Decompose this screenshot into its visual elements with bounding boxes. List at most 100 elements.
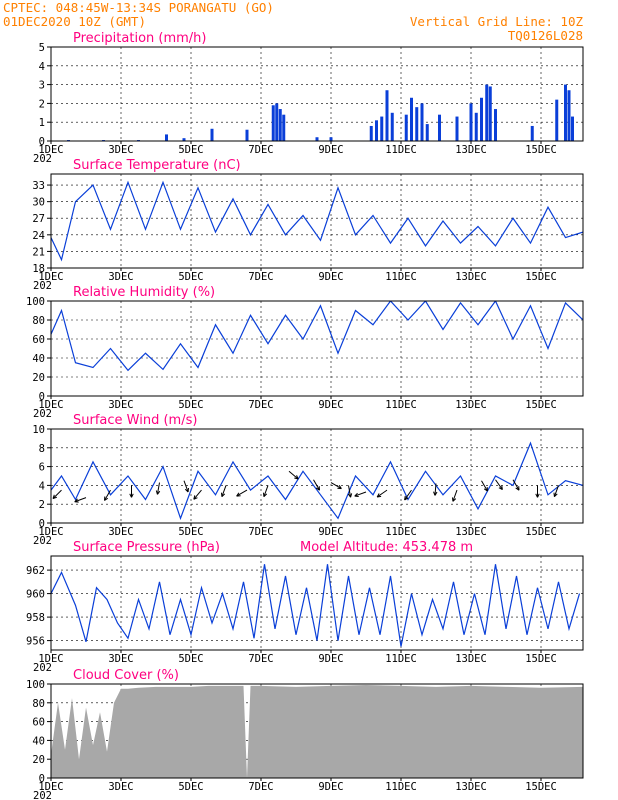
- wind-arrow-shaft: [313, 479, 320, 491]
- pres-title: Surface Pressure (hPa): [73, 540, 220, 555]
- wind-arrow-head: [377, 495, 382, 498]
- precip-bar: [415, 107, 419, 141]
- wind-arrow-head: [433, 491, 436, 496]
- wind-arrow-head: [452, 498, 457, 502]
- precip-bar: [278, 109, 282, 141]
- wind-ytick-label: 6: [39, 462, 45, 474]
- wind-frame: [50, 428, 584, 524]
- wind-xtick-label: 9DEC: [318, 526, 343, 538]
- precip-title: Precipitation (mm/h): [73, 31, 206, 46]
- rh-xtick-label: 1DEC: [38, 399, 63, 411]
- temp-panel: 18 21 24 27 30 33 1DEC 3DEC 5DEC 7DEC 9DEC 11DEC 13D…: [32, 158, 584, 292]
- cloud-ytick-label: 60: [32, 717, 45, 729]
- cloud-ytick-label: 20: [32, 754, 45, 766]
- precip-bar: [567, 90, 571, 141]
- rh-ytick-label: 40: [32, 353, 45, 365]
- precip-bar: [245, 129, 249, 141]
- pres-frame: [50, 555, 584, 651]
- precip-bar: [385, 90, 389, 141]
- precip-ytick-label: 3: [39, 80, 45, 92]
- header-model: TQ0126L028: [508, 28, 583, 43]
- precip-frame: [50, 46, 584, 142]
- precip-bar: [404, 114, 408, 141]
- cloud-ytick-label: 40: [32, 735, 45, 747]
- cloud-xtick-label: 11DEC: [385, 781, 417, 793]
- rh-year-label: 202: [33, 408, 52, 420]
- cloud-xtick-label: 13DEC: [455, 781, 487, 793]
- temp-frame: [50, 173, 584, 269]
- wind-arrow-shaft: [481, 480, 488, 492]
- precip-ytick-label: 0: [39, 136, 45, 148]
- wind-arrow-shaft: [376, 489, 388, 498]
- rh-ytick-label: 0: [39, 391, 45, 403]
- wind-arrow-head: [131, 493, 134, 498]
- precip-xtick-label: 13DEC: [455, 144, 487, 156]
- header-station: CPTEC: 048:45W-13:34S PORANGATU (GO): [3, 0, 274, 15]
- pres-ytick-label: 958: [26, 612, 45, 624]
- rh-xtick-label: 3DEC: [108, 399, 133, 411]
- precip-ytick-label: 4: [39, 61, 45, 73]
- precip-xtick-label: 11DEC: [385, 144, 417, 156]
- pres-xtick-label: 5DEC: [178, 653, 203, 665]
- wind-arrow-head: [501, 485, 503, 490]
- precip-bar: [369, 125, 373, 141]
- precip-xtick-label: 15DEC: [525, 144, 557, 156]
- wind-xtick-label: 11DEC: [385, 526, 417, 538]
- wind-arrow-head: [537, 493, 540, 498]
- wind-xtick-label: 15DEC: [525, 526, 557, 538]
- precip-ytick-label: 2: [39, 98, 45, 110]
- pres-xtick-label: 15DEC: [525, 653, 557, 665]
- wind-arrow-shaft: [452, 489, 458, 502]
- temp-xtick-label: 1DEC: [38, 271, 63, 283]
- wind-arrow-head: [294, 477, 299, 480]
- cloud-year-label: 202: [33, 790, 52, 800]
- precip-bar: [438, 114, 441, 141]
- wind-arrow-shaft: [288, 470, 299, 480]
- precip-bar: [494, 109, 497, 141]
- wind-arrow-shaft: [330, 482, 342, 490]
- wind-arrow-head: [155, 490, 158, 495]
- wind-arrow-shaft: [52, 489, 62, 499]
- wind-ytick-label: 2: [39, 499, 45, 511]
- precip-bar: [488, 86, 492, 141]
- wind-arrow-head: [193, 495, 196, 500]
- precip-bar: [474, 112, 478, 141]
- wind-arrow-shaft: [495, 479, 503, 490]
- pres-line: [51, 564, 581, 647]
- pres-ytick-label: 962: [26, 565, 45, 577]
- wind-arrow-head: [498, 487, 503, 491]
- rh-ytick-label: 60: [32, 334, 45, 346]
- wind-arrow-head: [434, 491, 438, 496]
- precip-bar: [420, 103, 424, 141]
- precip-bar: [530, 125, 534, 141]
- precip-bar: [329, 137, 333, 141]
- wind-arrow-shaft: [553, 485, 559, 497]
- pres-panel: 956 958 960 962 1DEC 3DEC 5DEC 7DEC 9DEC 11DEC 13D…: [26, 540, 584, 674]
- precip-xtick-label: 9DEC: [318, 144, 343, 156]
- rh-ytick-label: 80: [32, 315, 45, 327]
- wind-arrow-head: [404, 495, 406, 501]
- cloud-xtick-label: 3DEC: [108, 781, 133, 793]
- wind-arrow-shaft: [183, 480, 189, 493]
- header-grid-note: Vertical Grid Line: 10Z: [410, 14, 584, 29]
- precip-xtick-label: 1DEC: [38, 144, 63, 156]
- temp-xtick-label: 15DEC: [525, 271, 557, 283]
- wind-arrow-head: [52, 494, 55, 499]
- wind-arrow-head: [104, 497, 109, 501]
- precip-panel: 0 1 2 3 4 5 1DEC 3DEC 5DEC 7DEC 9DEC 11DEC 13DEC 15DE…: [33, 31, 584, 165]
- wind-xtick-label: 1DEC: [38, 526, 63, 538]
- precip-bar: [410, 97, 413, 141]
- wind-xtick-label: 7DEC: [248, 526, 273, 538]
- wind-arrow-shaft: [104, 489, 111, 501]
- temp-year-label: 202: [33, 280, 52, 292]
- wind-arrow-shaft: [156, 482, 160, 495]
- rh-xtick-label: 9DEC: [318, 399, 343, 411]
- precip-bar: [555, 99, 559, 141]
- pres-xtick-label: 13DEC: [455, 653, 487, 665]
- wind-arrow-head: [376, 493, 380, 498]
- rh-ytick-label: 20: [32, 372, 45, 384]
- precip-year-label: 202: [33, 153, 52, 165]
- wind-line: [51, 441, 583, 521]
- cloud-frame: [50, 683, 584, 779]
